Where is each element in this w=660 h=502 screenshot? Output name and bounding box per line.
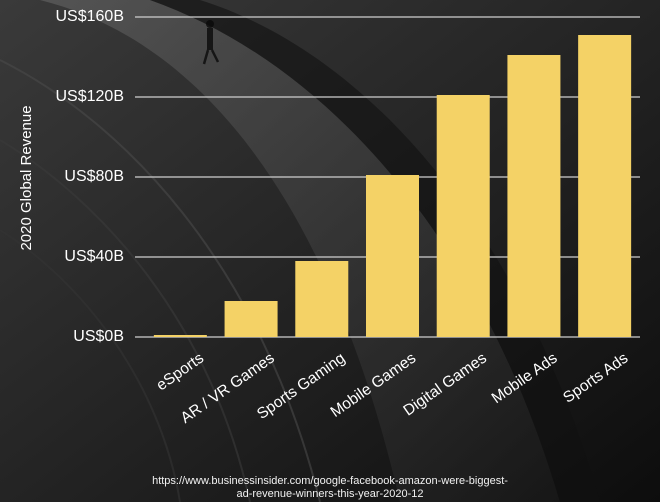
bar-sports-ads bbox=[578, 35, 632, 337]
bar-sports-gaming bbox=[295, 261, 349, 337]
x-tick-label: Mobile Ads bbox=[489, 350, 561, 408]
source-url-line-1: https://www.businessinsider.com/google-f… bbox=[152, 475, 508, 487]
x-tick-label: eSports bbox=[153, 350, 207, 395]
y-tick-label: US$0B bbox=[73, 328, 124, 345]
bar-mobile-ads bbox=[507, 55, 561, 337]
source-url-line-2: ad-revenue-winners-this-year-2020-12 bbox=[236, 488, 424, 500]
bar-esports bbox=[153, 335, 207, 337]
bar-ar-vr-games bbox=[224, 301, 278, 337]
runner-figure bbox=[202, 20, 220, 65]
y-tick-label: US$80B bbox=[64, 168, 124, 185]
x-tick-label: Sports Ads bbox=[560, 350, 631, 407]
bar-mobile-games bbox=[366, 175, 419, 337]
y-tick-label: US$160B bbox=[56, 8, 125, 25]
y-tick-label: US$120B bbox=[56, 88, 125, 105]
y-axis-title: 2020 Global Revenue bbox=[18, 105, 35, 250]
bar-digital-games bbox=[436, 95, 490, 337]
y-tick-labels: US$0B US$40B US$80B US$120B US$160B bbox=[56, 8, 125, 345]
bars bbox=[153, 35, 632, 337]
y-tick-label: US$40B bbox=[64, 248, 124, 265]
